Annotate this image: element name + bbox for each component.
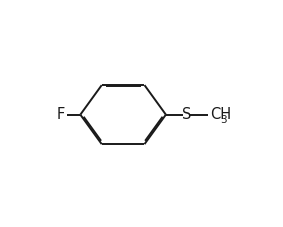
Text: CH: CH xyxy=(210,107,231,122)
Text: F: F xyxy=(56,107,65,122)
Text: 3: 3 xyxy=(220,115,226,125)
Text: S: S xyxy=(182,107,191,122)
